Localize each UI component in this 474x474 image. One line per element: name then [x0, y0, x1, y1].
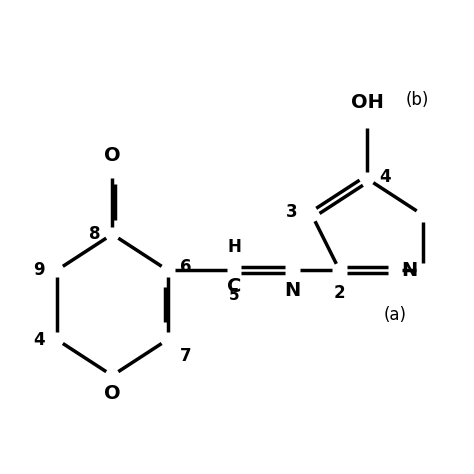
Text: OH: OH — [351, 93, 384, 112]
Text: 4: 4 — [380, 168, 391, 186]
Text: 6: 6 — [180, 258, 191, 276]
Text: N: N — [284, 282, 301, 301]
Text: (b): (b) — [405, 91, 429, 109]
Text: O: O — [104, 384, 120, 403]
Text: C: C — [227, 277, 241, 296]
Text: 4: 4 — [33, 330, 45, 348]
Text: 7: 7 — [180, 347, 191, 365]
Text: 9: 9 — [33, 261, 45, 279]
Text: N: N — [401, 261, 418, 280]
Text: 2: 2 — [334, 284, 346, 302]
Text: O: O — [104, 146, 120, 165]
Text: 8: 8 — [89, 225, 100, 243]
Text: (a): (a) — [383, 306, 407, 324]
Text: 3: 3 — [286, 203, 298, 221]
Text: H: H — [228, 238, 241, 256]
Text: 5: 5 — [229, 288, 239, 303]
